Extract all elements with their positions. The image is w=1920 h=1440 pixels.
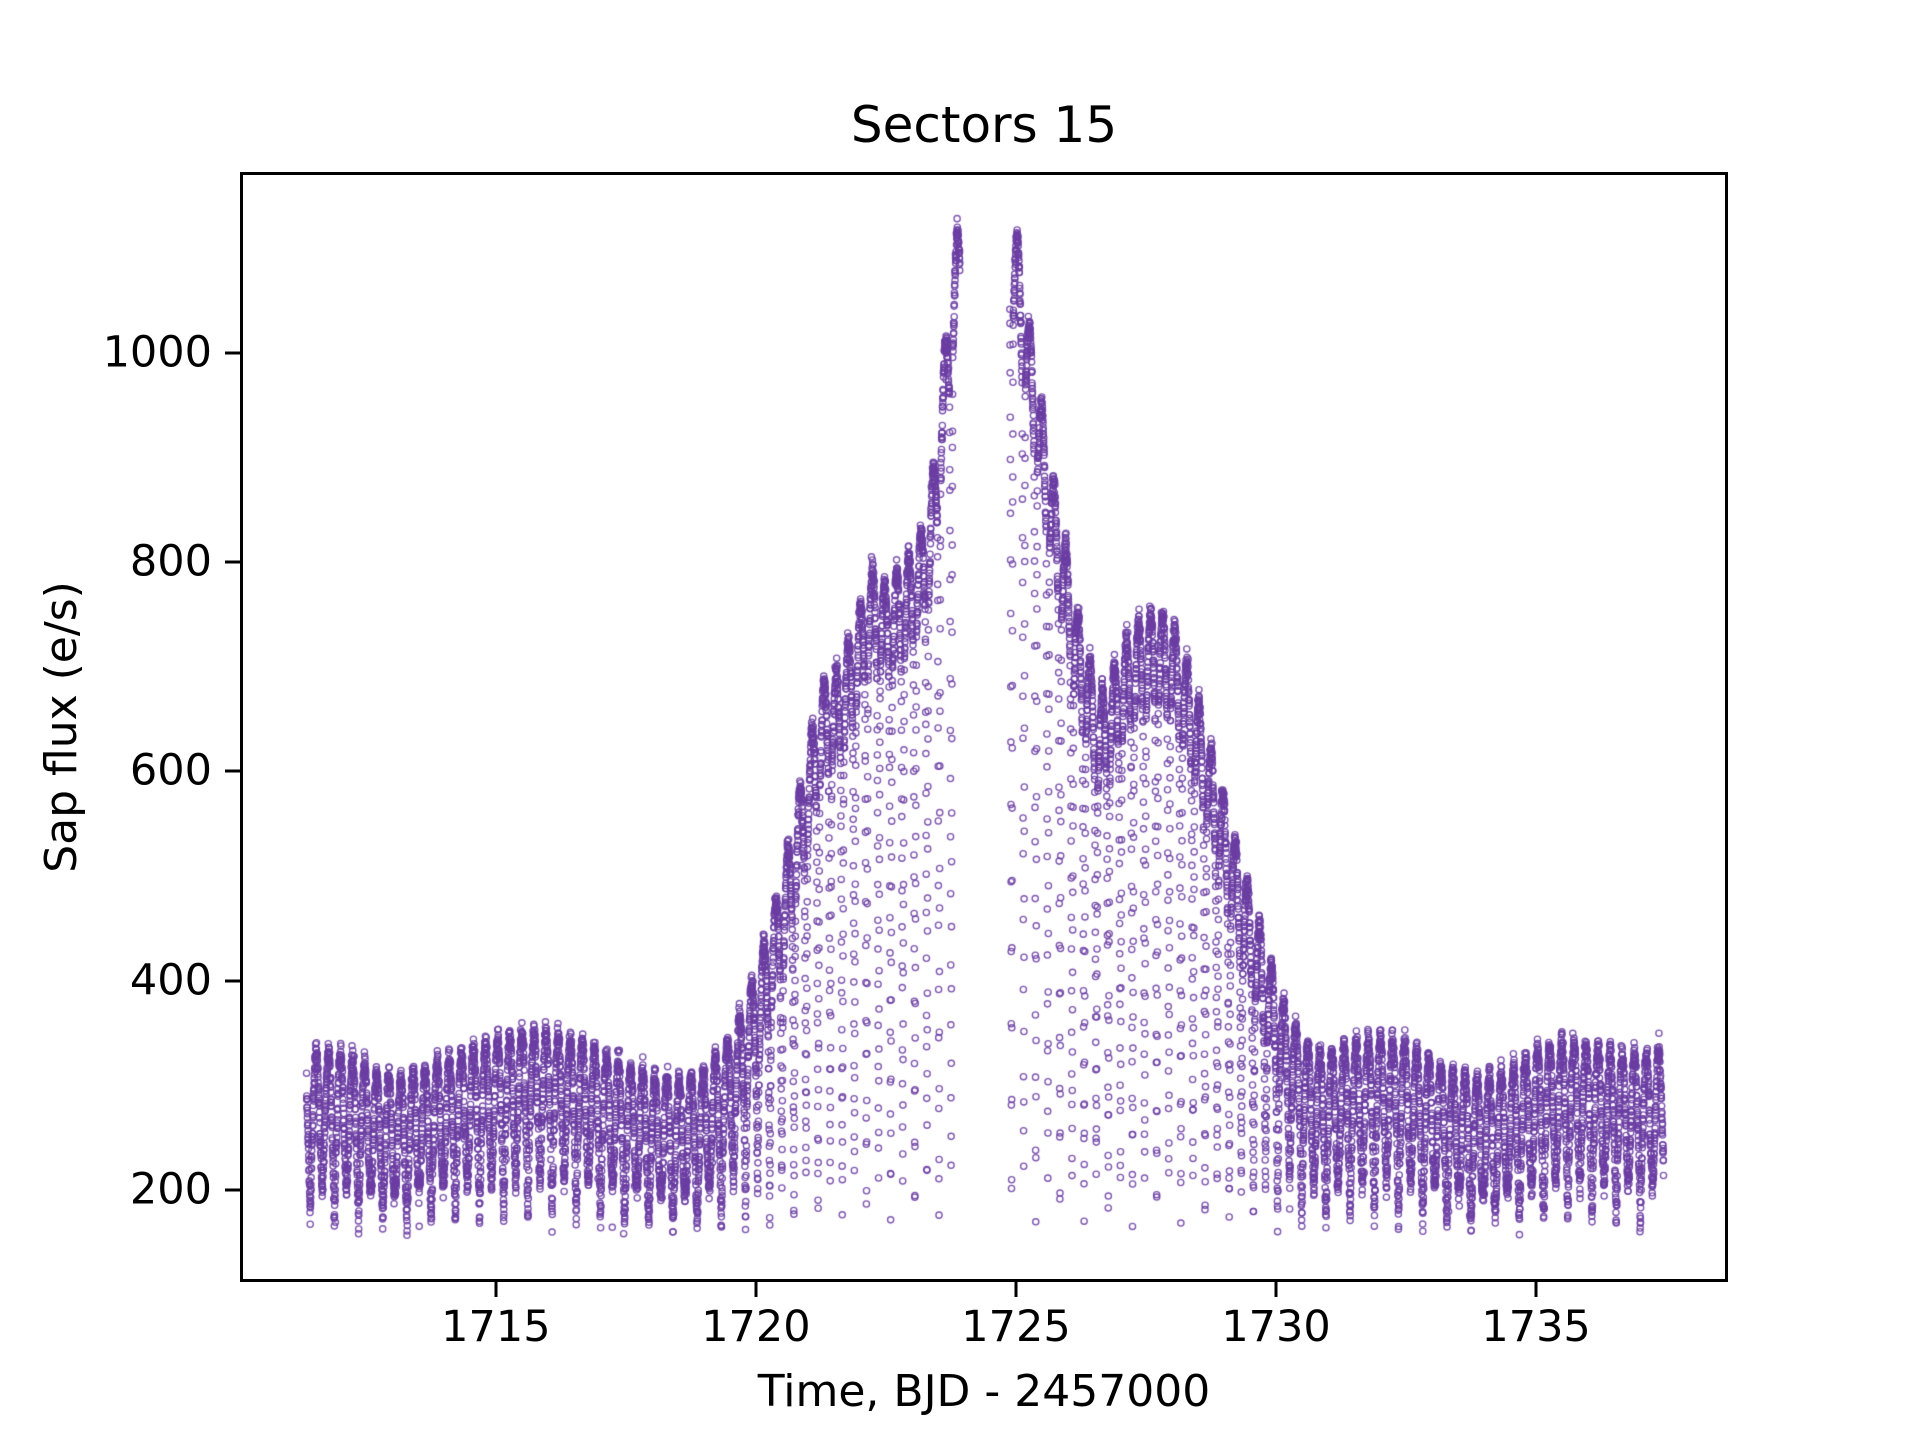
y-tick-label: 600: [129, 745, 212, 796]
y-tick-mark: [225, 351, 240, 355]
plot-area: [240, 172, 1728, 1282]
x-tick-mark: [1274, 1282, 1278, 1297]
plot-title: Sectors 15: [850, 96, 1118, 154]
y-tick-label: 200: [129, 1164, 212, 1215]
y-axis-label: Sap flux (e/s): [36, 581, 87, 873]
x-tick-label: 1715: [441, 1302, 551, 1352]
y-tick-mark: [225, 560, 240, 564]
x-axis-label: Time, BJD - 2457000: [757, 1366, 1211, 1417]
x-tick-label: 1720: [701, 1302, 811, 1352]
x-tick-mark: [494, 1282, 498, 1297]
scatter-points-canvas: [243, 175, 1725, 1279]
y-tick-label: 1000: [102, 327, 212, 378]
x-tick-label: 1725: [961, 1302, 1071, 1352]
x-tick-label: 1730: [1221, 1302, 1331, 1352]
x-tick-mark: [1014, 1282, 1018, 1297]
y-tick-mark: [225, 979, 240, 983]
y-tick-label: 800: [129, 536, 212, 587]
x-tick-label: 1735: [1481, 1302, 1591, 1352]
x-tick-mark: [1534, 1282, 1538, 1297]
x-tick-mark: [754, 1282, 758, 1297]
y-tick-mark: [225, 769, 240, 773]
y-tick-mark: [225, 1188, 240, 1192]
y-tick-label: 400: [129, 955, 212, 1006]
